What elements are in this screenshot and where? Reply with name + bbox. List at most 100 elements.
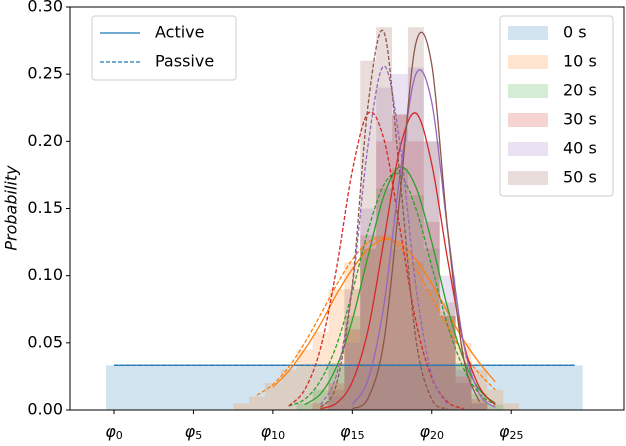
fit-curve [351, 31, 481, 410]
histogram-bar [407, 365, 424, 410]
histogram-bar [360, 365, 377, 410]
fit-curve [288, 172, 496, 407]
histogram-bar [535, 365, 551, 410]
histogram-bar [249, 365, 265, 410]
fit-curve [320, 29, 448, 410]
legend-patch [508, 55, 548, 69]
y-tick-label: 0.00 [27, 400, 63, 419]
histogram-bar [344, 365, 361, 410]
histogram-bar [550, 365, 567, 410]
histogram-bar [471, 399, 488, 410]
histogram-bar [201, 365, 218, 410]
histogram-bar [503, 403, 520, 410]
histogram-bar [407, 141, 424, 411]
histogram-bar [439, 315, 456, 410]
legend-label: 30 s [563, 110, 597, 129]
histogram-bar [137, 365, 154, 410]
fit-curve [288, 111, 464, 410]
histogram-bar [439, 302, 456, 410]
histogram-bar [439, 315, 456, 410]
histogram-bar [344, 342, 361, 410]
legend-label: Active [155, 23, 205, 42]
histogram-bar [106, 365, 122, 410]
x-tick-label: φ25 [499, 422, 524, 443]
y-axis-label: Probability [2, 165, 21, 251]
plot-area [106, 27, 583, 411]
histogram-bar [233, 403, 250, 410]
y-tick-label: 0.25 [27, 64, 63, 83]
legend-label: 20 s [563, 81, 597, 100]
legend-patch [508, 171, 548, 185]
histogram-bar [487, 404, 504, 410]
histogram-bar [312, 332, 329, 410]
histogram-bar [566, 365, 583, 410]
y-tick-label: 0.15 [27, 198, 63, 217]
histogram-bar [344, 289, 361, 410]
histogram-bar [344, 315, 361, 410]
legend-box [91, 15, 237, 81]
histogram-bar [121, 365, 138, 410]
legend-label: Passive [155, 52, 214, 71]
histogram-bar [312, 389, 329, 410]
histogram-bar [455, 383, 472, 410]
histogram-bar [423, 141, 440, 411]
legend-box [499, 15, 614, 197]
histogram-bar [233, 365, 250, 410]
y-tick-label: 0.10 [27, 265, 63, 284]
histogram-bar [360, 208, 377, 410]
histogram-bar [376, 365, 393, 410]
histogram-bar [503, 365, 520, 410]
y-tick-label: 0.30 [27, 0, 63, 16]
histogram-bar [392, 114, 408, 410]
histogram-bar [407, 27, 424, 411]
histogram-bar [376, 188, 393, 410]
legend-patch [508, 26, 548, 40]
histogram-bar [407, 195, 424, 410]
histogram-bar [392, 114, 408, 410]
legend-patch [508, 84, 548, 98]
legend-patch [508, 113, 548, 127]
histogram-bar [328, 383, 345, 410]
histogram-bar [423, 141, 440, 411]
legend-patch [508, 142, 548, 156]
y-tick-label: 0.20 [27, 131, 63, 150]
legend-label: 40 s [563, 139, 597, 158]
histogram-bar [249, 396, 265, 410]
histogram-bar [280, 365, 297, 410]
legend-label: 0 s [563, 23, 587, 42]
histogram-bar [264, 365, 281, 410]
histogram-bar [471, 403, 488, 410]
histogram-bar [407, 67, 424, 410]
histogram-bar [153, 365, 170, 410]
histogram-bar [376, 27, 393, 411]
histogram-bar [328, 289, 345, 410]
histogram-bar [423, 221, 440, 410]
x-tick-label: φ15 [340, 422, 365, 443]
histogram-bar [471, 403, 488, 410]
legend-label: 10 s [563, 52, 597, 71]
histogram-bar [185, 365, 202, 410]
histogram-bar [296, 403, 313, 410]
histogram-bar [423, 289, 440, 410]
histogram-bar [439, 315, 456, 410]
legend-label: 50 s [563, 168, 597, 187]
histogram-bar [423, 365, 440, 410]
histogram-bar [328, 389, 345, 410]
histogram-bar [280, 369, 297, 410]
histogram-bar [392, 365, 408, 410]
x-tick-label: φ20 [419, 422, 444, 443]
histogram-bar [392, 248, 408, 410]
x-tick-label: φ5 [185, 422, 203, 443]
histogram-bar [455, 369, 472, 410]
x-tick-label: φ10 [261, 422, 286, 443]
histogram-bar [264, 383, 281, 410]
histogram-bar [169, 365, 186, 410]
histogram-bar [217, 365, 234, 410]
x-tick-label: φ0 [105, 422, 123, 443]
histogram-bar [519, 365, 536, 410]
fit-curve [351, 69, 496, 408]
histogram-bar [455, 376, 472, 410]
fit-curve [256, 237, 496, 396]
histogram-bar [296, 365, 313, 410]
